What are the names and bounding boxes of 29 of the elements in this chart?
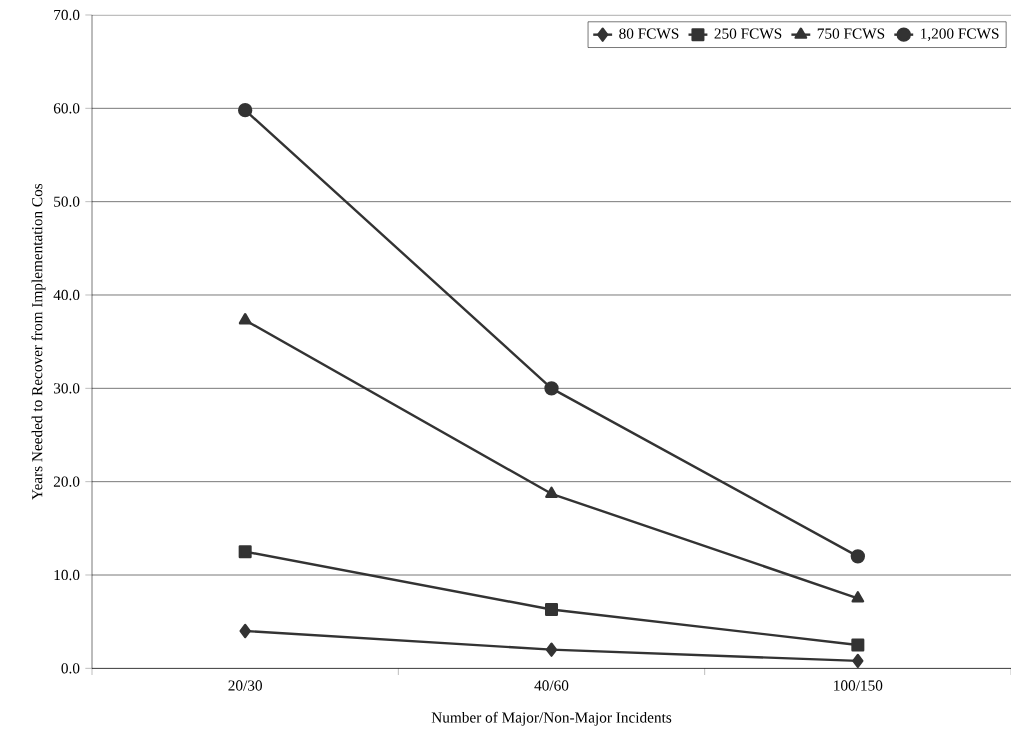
point <box>238 545 252 559</box>
y-tick-label: 0.0 <box>61 663 80 674</box>
point <box>239 623 251 639</box>
legend-label: 80 FCWS <box>619 28 679 39</box>
y-axis-title: Years Needed to Recover from Implementation Cos <box>31 183 46 500</box>
point <box>238 313 252 325</box>
y-tick-label: 50.0 <box>54 196 80 207</box>
x-tick-label: 40/60 <box>534 680 569 691</box>
point <box>237 103 253 118</box>
y-tick-label: 10.0 <box>54 569 80 581</box>
y-tick-label: 30.0 <box>53 383 80 394</box>
y-tick-label: 70.0 <box>54 9 80 21</box>
point <box>545 642 558 657</box>
legend-label: 250 FCWS <box>714 28 782 39</box>
x-tick-label: 100/150 <box>834 680 883 691</box>
y-tick-label: 60.0 <box>53 103 80 114</box>
y-tick-label: 20.0 <box>53 476 80 487</box>
legend-label: 750 FCWS <box>817 28 885 39</box>
point <box>545 486 558 498</box>
x-tick-label: 20/30 <box>228 680 262 691</box>
point <box>544 381 559 396</box>
y-tick-label: 40.0 <box>53 289 80 301</box>
legend-label: 1,200 FCWS <box>921 28 999 41</box>
point <box>851 591 865 603</box>
x-axis-title: Number of Major/Non-Major Incidents <box>431 711 672 726</box>
point <box>852 653 864 669</box>
point <box>850 549 866 564</box>
point <box>544 603 559 617</box>
point <box>851 638 865 652</box>
